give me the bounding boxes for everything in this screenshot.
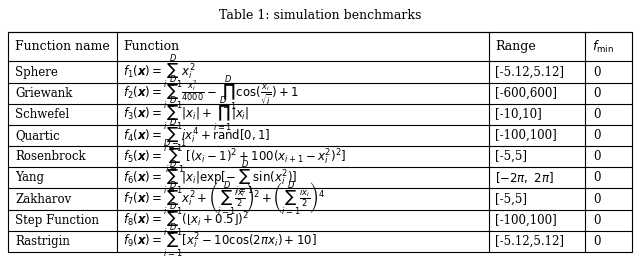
Text: $f_4(\boldsymbol{x}) = \sum_{i=1}^{D} ix_i^4 + \mathrm{rand}[0,1]$: $f_4(\boldsymbol{x}) = \sum_{i=1}^{D} ix… (124, 117, 271, 154)
Text: Rastrigin: Rastrigin (15, 235, 70, 248)
Text: Step Function: Step Function (15, 214, 99, 227)
Text: 0: 0 (593, 129, 600, 142)
Text: Quartic: Quartic (15, 129, 60, 142)
Text: [-10,10]: [-10,10] (495, 108, 541, 121)
Text: Yang: Yang (15, 171, 44, 184)
Text: $f_6(\boldsymbol{x}) = \sum_{i=1}^{D} |x_i|\exp[-\sum_{i=1}^{D} \sin(x_i^2)]$: $f_6(\boldsymbol{x}) = \sum_{i=1}^{D} |x… (124, 159, 298, 197)
Text: [-600,600]: [-600,600] (495, 87, 557, 100)
Text: 0: 0 (593, 87, 600, 100)
Text: 0: 0 (593, 193, 600, 206)
Text: [-5.12,5.12]: [-5.12,5.12] (495, 235, 564, 248)
Text: Function: Function (124, 40, 179, 53)
Text: Table 1: simulation benchmarks: Table 1: simulation benchmarks (219, 9, 421, 22)
Text: $f_5(\boldsymbol{x}) = \sum_{i=1}^{D-1}[(x_i-1)^2 + 100(x_{i+1}-x_i^2)^2]$: $f_5(\boldsymbol{x}) = \sum_{i=1}^{D-1}[… (124, 138, 347, 176)
Text: [-100,100]: [-100,100] (495, 129, 557, 142)
Text: [-5,5]: [-5,5] (495, 193, 527, 206)
Text: Schwefel: Schwefel (15, 108, 70, 121)
Text: 0: 0 (593, 171, 600, 184)
Text: Rosenbrock: Rosenbrock (15, 150, 86, 163)
Text: [-100,100]: [-100,100] (495, 214, 557, 227)
Text: $f_7(\boldsymbol{x}) = \sum_{i=1}^{D} x_i^2 + \left(\sum_{i=1}^{D} \frac{ix_i}{2: $f_7(\boldsymbol{x}) = \sum_{i=1}^{D} x_… (124, 180, 325, 218)
Text: Zakharov: Zakharov (15, 193, 72, 206)
Text: $f_3(\boldsymbol{x}) = \sum_{i=1}^{D} |x_i| + \prod_{i=1}^{D} |x_i|$: $f_3(\boldsymbol{x}) = \sum_{i=1}^{D} |x… (124, 95, 250, 134)
Text: 0: 0 (593, 65, 600, 78)
Text: $[-2\pi,\ 2\pi]$: $[-2\pi,\ 2\pi]$ (495, 170, 554, 186)
Text: Function name: Function name (15, 40, 110, 53)
Text: Griewank: Griewank (15, 87, 72, 100)
Text: Range: Range (495, 40, 536, 53)
Text: [-5,5]: [-5,5] (495, 150, 527, 163)
Text: Sphere: Sphere (15, 65, 58, 78)
Text: $f_2(\boldsymbol{x}) = \sum_{i=1}^{D} \frac{x_i^2}{4000} - \prod_{i=1}^{D} \cos(: $f_2(\boldsymbol{x}) = \sum_{i=1}^{D} \f… (124, 74, 299, 113)
Text: 0: 0 (593, 150, 600, 163)
Text: $f_1(\boldsymbol{x}) = \sum_{i=1}^{D} x_i^2$: $f_1(\boldsymbol{x}) = \sum_{i=1}^{D} x_… (124, 53, 196, 91)
Text: 0: 0 (593, 214, 600, 227)
Text: $f_{\mathrm{min}}$: $f_{\mathrm{min}}$ (591, 39, 614, 55)
Bar (8, 32, 632, 252)
Text: 0: 0 (593, 108, 600, 121)
Text: 0: 0 (593, 235, 600, 248)
Text: $f_9(\boldsymbol{x}) = \sum_{i=1}^{D}[x_i^2 - 10\cos(2\pi x_i) + 10]$: $f_9(\boldsymbol{x}) = \sum_{i=1}^{D}[x_… (124, 222, 317, 260)
Text: $f_8(\boldsymbol{x}) = \sum_{i=1}^{D}(\lfloor x_i + 0.5 \rfloor)^2$: $f_8(\boldsymbol{x}) = \sum_{i=1}^{D}(\l… (124, 201, 250, 239)
Text: [-5.12,5.12]: [-5.12,5.12] (495, 65, 564, 78)
